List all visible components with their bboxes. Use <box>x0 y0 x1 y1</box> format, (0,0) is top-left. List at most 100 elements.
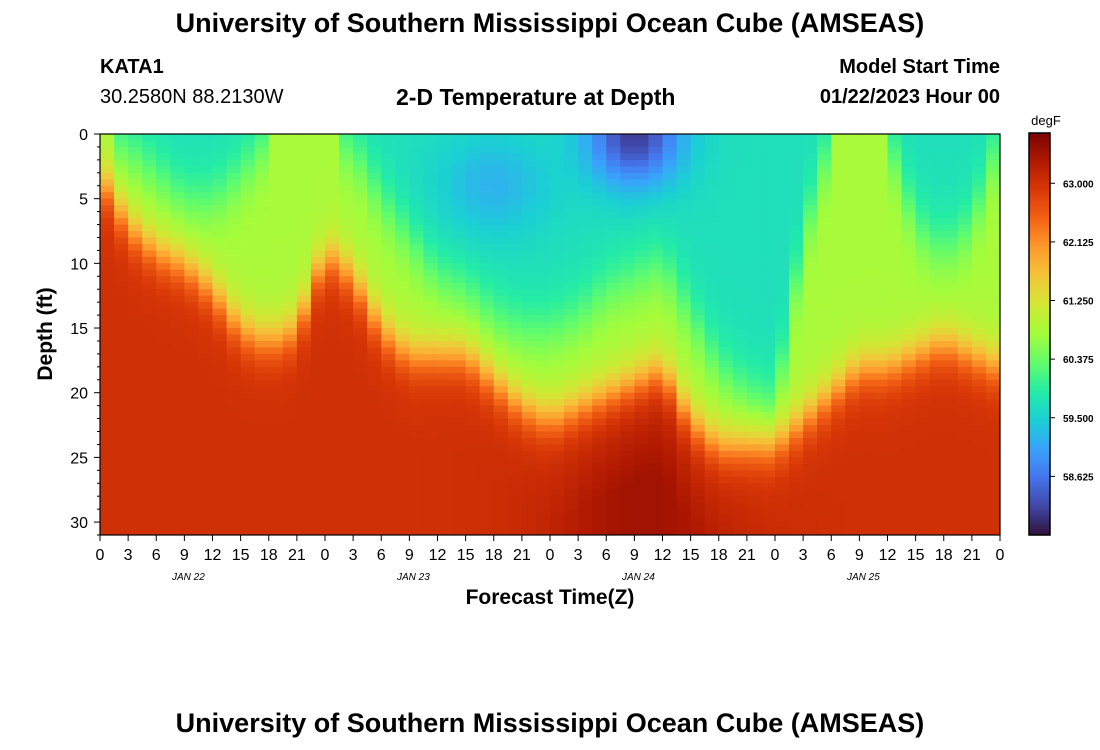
heatmap-cell <box>887 308 903 316</box>
heatmap-cell <box>676 444 692 452</box>
heatmap-cell <box>198 340 214 349</box>
heatmap-cell <box>943 302 959 310</box>
heatmap-cell <box>437 340 453 349</box>
heatmap-cell <box>170 386 185 394</box>
heatmap-cell <box>775 483 790 491</box>
heatmap-cell <box>114 153 129 161</box>
heatmap-cell <box>507 269 523 277</box>
heatmap-cell <box>423 405 439 413</box>
heatmap-cell <box>578 218 593 226</box>
heatmap-cell <box>156 470 171 478</box>
heatmap-cell <box>592 444 607 452</box>
heatmap-cell <box>760 166 776 174</box>
heatmap-cell <box>353 392 368 400</box>
heatmap-cell <box>114 179 129 187</box>
heatmap-cell <box>887 192 903 200</box>
heatmap-cell <box>535 334 551 342</box>
heatmap-cell <box>887 399 903 407</box>
heatmap-cell <box>282 353 298 361</box>
heatmap-cell <box>339 476 354 484</box>
heatmap-cell <box>789 250 804 258</box>
heatmap-cell <box>254 334 270 342</box>
heatmap-cell <box>254 457 270 465</box>
heatmap-cell <box>929 340 945 349</box>
heatmap-cell <box>929 295 945 303</box>
heatmap-cell <box>564 418 579 426</box>
heatmap-cell <box>789 237 804 245</box>
heatmap-cell <box>760 295 776 303</box>
heatmap-cell <box>676 399 692 407</box>
heatmap-cell <box>704 431 720 439</box>
heatmap-cell <box>746 418 762 426</box>
heatmap-cell <box>971 366 987 374</box>
heatmap-cell <box>254 289 270 297</box>
heatmap-cell <box>395 153 410 161</box>
heatmap-cell <box>943 399 959 407</box>
heatmap-cell <box>268 353 284 361</box>
heatmap-cell <box>789 289 804 297</box>
heatmap-cell <box>325 334 340 342</box>
heatmap-cell <box>789 386 804 394</box>
heatmap-cell <box>437 231 453 239</box>
heatmap-cell <box>620 198 635 206</box>
heatmap-cell <box>198 269 214 277</box>
heatmap-cell <box>943 483 959 491</box>
heatmap-cell <box>775 211 790 219</box>
heatmap-cell <box>507 146 523 155</box>
heatmap-cell <box>564 295 579 303</box>
y-tick-label: 20 <box>70 386 88 403</box>
heatmap-cell <box>648 444 664 452</box>
heatmap-cell <box>184 347 200 355</box>
heatmap-cell <box>831 379 846 387</box>
heatmap-cell <box>353 185 368 193</box>
heatmap-cell <box>184 450 200 458</box>
heatmap-cell <box>746 224 762 232</box>
heatmap-cell <box>170 373 185 381</box>
heatmap-cell <box>282 483 298 491</box>
x-axis-label: Forecast Time(Z) <box>466 586 635 609</box>
heatmap-cell <box>296 269 312 277</box>
heatmap-cell <box>479 308 495 316</box>
heatmap-cell <box>775 315 790 323</box>
heatmap-cell <box>550 192 565 200</box>
heatmap-cell <box>507 308 523 316</box>
heatmap-cell <box>859 522 875 530</box>
heatmap-cell <box>957 418 973 426</box>
heatmap-cell <box>859 444 875 452</box>
heatmap-cell <box>240 159 256 167</box>
heatmap-cell <box>240 502 256 510</box>
heatmap-cell <box>507 198 523 206</box>
heatmap-cell <box>184 509 200 517</box>
heatmap-cell <box>367 379 382 387</box>
heatmap-cell <box>367 392 382 400</box>
heatmap-cell <box>268 470 284 478</box>
heatmap-cell <box>620 159 635 167</box>
heatmap-cell <box>592 450 607 458</box>
heatmap-cell <box>817 366 832 374</box>
heatmap-cell <box>339 263 354 271</box>
heatmap-cell <box>831 502 846 510</box>
heatmap-cell <box>690 256 706 264</box>
heatmap-cell <box>240 172 256 180</box>
heatmap-cell <box>381 502 396 510</box>
heatmap-cell <box>367 328 382 336</box>
heatmap-cell <box>550 450 565 458</box>
heatmap-cell <box>240 379 256 387</box>
heatmap-cell <box>592 328 607 336</box>
heatmap-cell <box>310 237 326 245</box>
heatmap-cell <box>310 347 326 355</box>
heatmap-cell <box>718 308 734 316</box>
heatmap-cell <box>268 528 284 535</box>
heatmap-cell <box>339 172 354 180</box>
heatmap-cell <box>296 146 312 155</box>
heatmap-cell <box>578 276 593 284</box>
heatmap-cell <box>451 166 467 174</box>
heatmap-cell <box>929 334 945 342</box>
heatmap-cell <box>690 470 706 478</box>
heatmap-cell <box>142 256 157 264</box>
heatmap-cell <box>184 276 200 284</box>
heatmap-cell <box>634 198 650 206</box>
heatmap-cell <box>198 366 214 374</box>
heatmap-cell <box>437 302 453 310</box>
heatmap-cell <box>535 256 551 264</box>
